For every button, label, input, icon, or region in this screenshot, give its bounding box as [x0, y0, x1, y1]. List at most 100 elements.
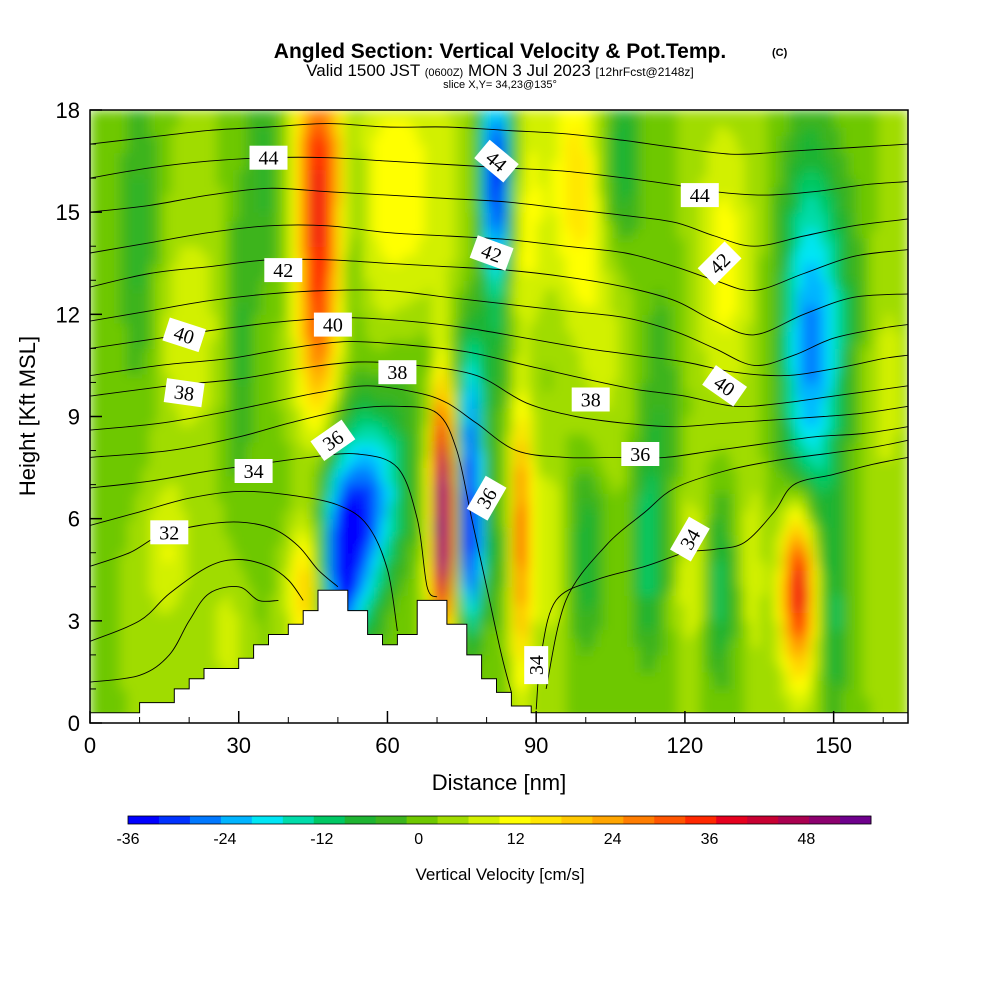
velocity-cell: [387, 169, 396, 179]
velocity-cell: [565, 271, 574, 281]
velocity-cell: [261, 493, 270, 503]
velocity-cell: [513, 288, 522, 298]
velocity-cell: [119, 629, 128, 639]
velocity-cell: [171, 186, 180, 196]
velocity-cell: [223, 331, 232, 341]
velocity-cell: [365, 220, 374, 230]
velocity-cell: [350, 407, 359, 418]
velocity-cell: [127, 331, 136, 341]
velocity-cell: [536, 195, 545, 205]
velocity-cell: [268, 416, 277, 426]
velocity-cell: [119, 322, 128, 332]
velocity-cell: [409, 450, 418, 460]
velocity-cell: [439, 348, 448, 358]
velocity-cell: [208, 399, 218, 409]
velocity-cell: [506, 467, 515, 477]
velocity-cell: [573, 688, 582, 699]
velocity-cell: [149, 493, 158, 503]
velocity-cell: [179, 263, 188, 273]
velocity-cell: [156, 186, 165, 196]
velocity-cell: [372, 263, 381, 273]
velocity-cell: [231, 629, 240, 639]
velocity-cell: [595, 654, 604, 664]
velocity-cell: [476, 203, 485, 213]
velocity-cell: [231, 297, 240, 307]
velocity-cell: [380, 518, 389, 528]
velocity-cell: [439, 110, 448, 120]
velocity-cell: [104, 705, 113, 716]
velocity-cell: [573, 450, 582, 460]
velocity-cell: [90, 467, 99, 477]
velocity-cell: [499, 450, 508, 460]
velocity-cell: [491, 476, 500, 486]
velocity-cell: [446, 459, 455, 469]
velocity-cell: [528, 152, 537, 162]
velocity-cell: [253, 561, 262, 571]
velocity-cell: [439, 510, 448, 520]
velocity-cell: [268, 390, 277, 401]
velocity-cell: [499, 527, 508, 537]
velocity-cell: [409, 484, 418, 494]
velocity-cell: [97, 493, 106, 503]
velocity-cell: [469, 603, 478, 613]
velocity-cell: [409, 586, 418, 596]
velocity-cell: [313, 127, 322, 137]
velocity-cell: [432, 373, 441, 384]
velocity-cell: [528, 425, 537, 435]
velocity-cell: [305, 425, 314, 435]
velocity-cell: [558, 144, 567, 154]
velocity-cell: [350, 493, 359, 503]
velocity-cell: [595, 518, 604, 528]
velocity-cell: [580, 144, 589, 154]
velocity-cell: [208, 459, 218, 469]
velocity-cell: [506, 476, 515, 486]
velocity-cell: [603, 671, 612, 682]
velocity-cell: [461, 254, 470, 264]
velocity-cell: [186, 671, 195, 682]
velocity-cell: [156, 561, 165, 571]
velocity-cell: [521, 629, 530, 639]
velocity-cell: [253, 110, 262, 120]
velocity-cell: [528, 527, 537, 537]
velocity-cell: [171, 152, 180, 162]
velocity-cell: [432, 459, 441, 469]
velocity-cell: [171, 637, 180, 647]
velocity-cell: [90, 629, 99, 639]
velocity-cell: [327, 271, 336, 281]
velocity-cell: [127, 501, 136, 511]
velocity-cell: [231, 603, 240, 613]
velocity-cell: [521, 535, 530, 545]
velocity-cell: [97, 263, 106, 273]
velocity-cell: [409, 561, 418, 571]
velocity-cell: [573, 586, 582, 596]
velocity-cell: [119, 373, 128, 384]
velocity-cell: [573, 331, 582, 341]
velocity-cell: [268, 127, 277, 137]
velocity-cell: [127, 671, 136, 682]
velocity-cell: [238, 212, 247, 222]
velocity-cell: [424, 127, 433, 137]
velocity-cell: [380, 305, 389, 315]
velocity-cell: [253, 407, 262, 418]
velocity-cell: [595, 229, 604, 239]
velocity-cell: [320, 246, 329, 256]
velocity-cell: [424, 561, 433, 571]
velocity-cell: [201, 595, 210, 605]
velocity-cell: [238, 195, 247, 205]
velocity-cell: [275, 373, 284, 384]
velocity-cell: [216, 518, 225, 528]
velocity-cell: [536, 220, 545, 230]
velocity-cell: [506, 646, 515, 656]
velocity-cell: [275, 339, 284, 349]
velocity-cell: [142, 356, 151, 367]
velocity-cell: [149, 373, 158, 384]
velocity-cell: [149, 646, 158, 656]
velocity-cell: [417, 459, 426, 469]
velocity-cell: [380, 118, 389, 128]
velocity-cell: [491, 305, 500, 315]
velocity-cell: [476, 620, 485, 630]
velocity-cell: [90, 450, 99, 460]
velocity-cell: [104, 527, 113, 537]
velocity-cell: [149, 629, 158, 639]
velocity-cell: [179, 569, 188, 579]
